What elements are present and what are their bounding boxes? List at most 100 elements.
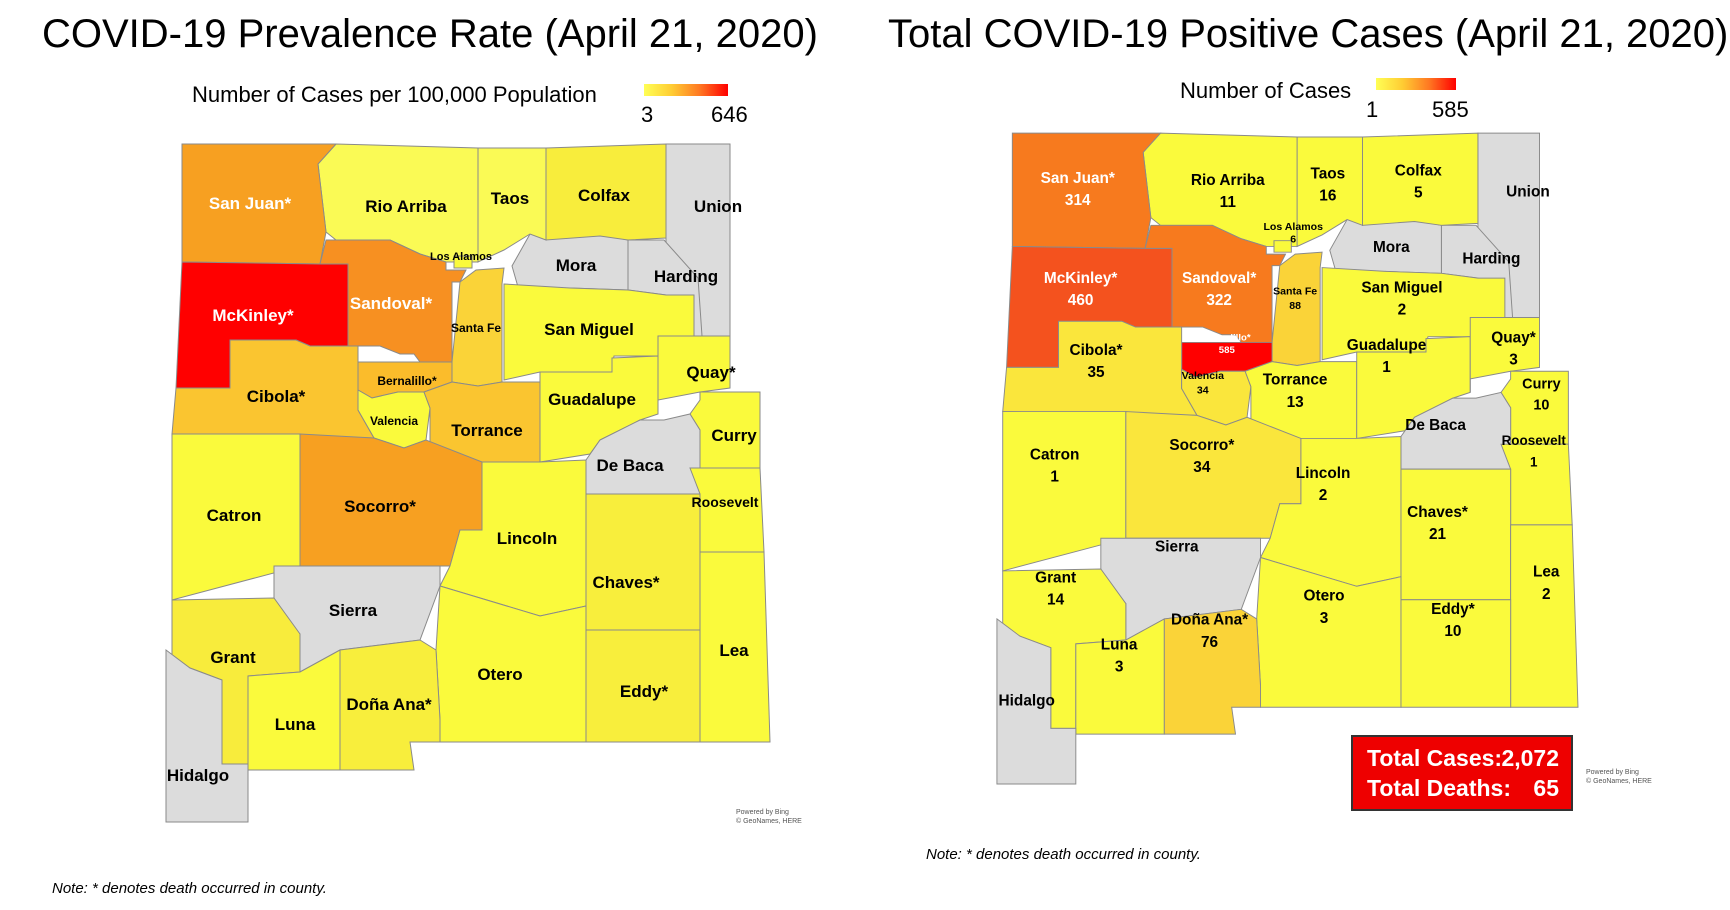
right-county-eddy xyxy=(1400,599,1512,708)
right-label-rio-arriba: Rio Arriba xyxy=(1191,172,1265,189)
left-label-lincoln: Lincoln xyxy=(497,529,557,548)
left-credit-line2: © GeoNames, HERE xyxy=(736,818,802,825)
right-label-torrance: Torrance xyxy=(1263,372,1328,389)
left-legend-min: 3 xyxy=(641,102,654,127)
left-label-rio-arriba: Rio Arriba xyxy=(365,197,447,216)
right-value-chaves: 21 xyxy=(1429,526,1447,543)
right-value-socorro: 34 xyxy=(1193,459,1211,476)
right-label-dona-ana: Doña Ana* xyxy=(1171,612,1248,629)
left-county-hidalgo xyxy=(165,649,249,823)
left-label-luna: Luna xyxy=(275,715,316,734)
right-label-sierra: Sierra xyxy=(1155,539,1199,556)
total-cases-value: 2,072 xyxy=(1501,745,1559,771)
right-label-taos: Taos xyxy=(1310,165,1345,182)
right-value-guadalupe: 1 xyxy=(1382,359,1391,376)
left-legend-color-bar xyxy=(644,84,728,96)
right-value-quay: 3 xyxy=(1509,352,1518,369)
left-label-quay: Quay* xyxy=(686,363,736,382)
right-credit-line2: © GeoNames, HERE xyxy=(1586,778,1652,785)
right-value-lea: 2 xyxy=(1542,586,1551,603)
left-label-sierra: Sierra xyxy=(329,601,378,620)
right-map-credit: Powered by Bing © GeoNames, HERE xyxy=(1586,768,1652,786)
right-county-dona-ana xyxy=(1163,608,1262,735)
left-map-note: Note: * denotes death occurred in county… xyxy=(52,880,327,897)
totals-box: Total Cases: 2,072 Total Deaths: 65 xyxy=(1351,735,1573,811)
left-label-los-alamos: Los Alamos xyxy=(430,251,492,263)
right-label-grant: Grant xyxy=(1035,569,1076,586)
right-county-valencia xyxy=(1181,368,1252,426)
left-county-eddy xyxy=(585,629,701,743)
left-label-hidalgo: Hidalgo xyxy=(167,766,229,785)
right-value-mckinley: 460 xyxy=(1068,292,1094,309)
right-label-valencia: Valencia xyxy=(1182,370,1224,382)
left-county-quay xyxy=(657,335,731,414)
right-county-lea xyxy=(1510,524,1579,708)
left-label-san-miguel: San Miguel xyxy=(544,320,634,339)
left-label-chaves: Chaves* xyxy=(592,573,659,592)
right-value-lincoln: 2 xyxy=(1319,487,1328,504)
left-label-otero: Otero xyxy=(477,665,522,684)
right-label-union: Union xyxy=(1506,184,1550,201)
left-county-los-alamos xyxy=(453,255,473,269)
left-label-mckinley: McKinley* xyxy=(212,306,294,325)
left-label-union: Union xyxy=(694,197,742,216)
left-label-de-baca: De Baca xyxy=(596,456,664,475)
right-value-colfax: 5 xyxy=(1414,184,1423,201)
right-label-colfax: Colfax xyxy=(1395,162,1442,179)
right-label-curry: Curry xyxy=(1522,377,1560,393)
right-value-curry: 10 xyxy=(1533,398,1549,414)
right-label-otero: Otero xyxy=(1304,588,1345,605)
right-value-catron: 1 xyxy=(1050,469,1059,486)
left-legend-label: Number of Cases per 100,000 Population xyxy=(192,82,597,107)
left-map-title: COVID-19 Prevalence Rate (April 21, 2020… xyxy=(42,12,818,56)
right-label-lea: Lea xyxy=(1533,564,1560,581)
right-label-santa-fe: Santa Fe xyxy=(1273,285,1317,297)
right-map-note: Note: * denotes death occurred in county… xyxy=(926,846,1201,863)
right-label-socorro: Socorro* xyxy=(1169,437,1234,454)
right-label-lincoln: Lincoln xyxy=(1296,465,1351,482)
right-label-san-juan: San Juan* xyxy=(1041,170,1115,187)
right-value-bernalillo: 585 xyxy=(1219,345,1236,356)
left-county-roosevelt xyxy=(689,467,765,553)
left-label-torrance: Torrance xyxy=(451,421,523,440)
right-value-cibola: 35 xyxy=(1087,364,1105,381)
total-cases-label: Total Cases: xyxy=(1367,745,1503,771)
right-label-cibola: Cibola* xyxy=(1070,342,1123,359)
left-county-chaves xyxy=(585,493,701,631)
right-county-hidalgo xyxy=(996,617,1077,785)
right-label-mckinley: McKinley* xyxy=(1044,270,1118,287)
left-label-san-juan: San Juan* xyxy=(209,194,292,213)
right-label-luna: Luna xyxy=(1101,637,1138,654)
right-value-san-juan: 314 xyxy=(1065,192,1091,209)
left-label-grant: Grant xyxy=(210,648,256,667)
total-deaths-label: Total Deaths: xyxy=(1367,775,1511,801)
right-legend-max: 585 xyxy=(1432,97,1469,122)
right-value-dona-ana: 76 xyxy=(1201,634,1218,651)
right-value-sandoval: 322 xyxy=(1206,292,1232,309)
right-value-roosevelt: 1 xyxy=(1530,454,1538,469)
left-label-roosevelt: Roosevelt xyxy=(692,494,759,510)
left-label-harding: Harding xyxy=(654,267,718,286)
right-label-chaves: Chaves* xyxy=(1407,504,1468,521)
left-label-guadalupe: Guadalupe xyxy=(548,390,636,409)
right-label-sandoval: Sandoval* xyxy=(1182,270,1256,287)
right-label-quay: Quay* xyxy=(1491,329,1535,346)
right-county-quay xyxy=(1469,317,1540,393)
right-value-grant: 14 xyxy=(1047,592,1065,609)
left-county-guadalupe xyxy=(539,355,659,463)
right-label-catron: Catron xyxy=(1030,447,1080,464)
right-value-torrance: 13 xyxy=(1287,394,1304,411)
right-label-eddy: Eddy* xyxy=(1431,601,1475,618)
right-label-de-baca: De Baca xyxy=(1405,417,1466,434)
right-map-title: Total COVID-19 Positive Cases (April 21,… xyxy=(888,12,1729,56)
right-legend-color-bar xyxy=(1376,78,1456,90)
right-value-taos: 16 xyxy=(1319,187,1336,204)
right-county-san-juan xyxy=(1011,132,1162,249)
right-value-los-alamos: 6 xyxy=(1290,234,1296,246)
left-label-dona-ana: Doña Ana* xyxy=(346,695,432,714)
right-county-socorro xyxy=(1125,411,1302,539)
right-value-eddy: 10 xyxy=(1444,623,1461,640)
right-label-harding: Harding xyxy=(1462,251,1520,268)
left-county-valencia xyxy=(357,389,431,449)
